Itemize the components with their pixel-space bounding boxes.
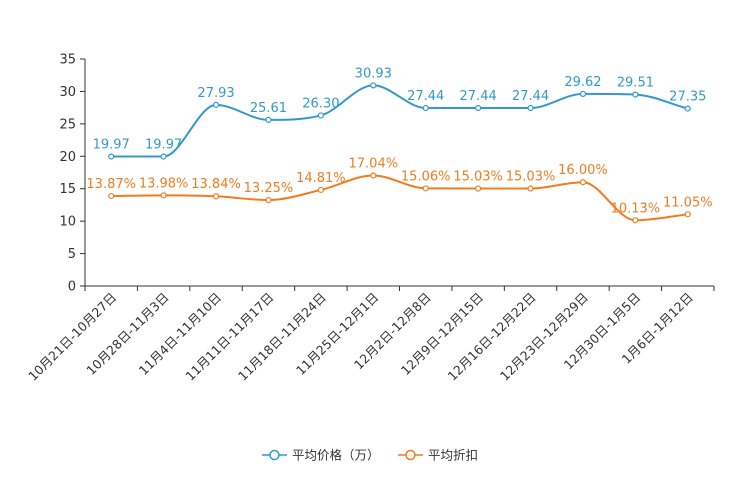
data-point <box>160 153 167 160</box>
y-tick-label: 10 <box>59 215 76 230</box>
y-tick-label: 30 <box>59 85 76 100</box>
x-tick-label: 10月21日-10月27日 <box>25 290 119 384</box>
data-label: 15.03% <box>506 170 556 185</box>
data-label: 15.03% <box>453 170 503 185</box>
data-label: 27.44 <box>407 89 444 104</box>
data-label: 13.25% <box>244 181 294 196</box>
data-label: 17.04% <box>349 156 399 171</box>
data-point <box>108 153 115 160</box>
legend-label: 平均折扣 <box>428 448 478 463</box>
data-point <box>632 91 639 98</box>
data-label: 27.44 <box>460 89 497 104</box>
data-label: 13.98% <box>139 176 189 191</box>
data-label: 19.97 <box>93 137 130 152</box>
data-point <box>317 112 324 119</box>
data-label: 10.13% <box>611 201 661 216</box>
legend-marker-icon <box>269 449 280 461</box>
data-point <box>160 192 167 199</box>
data-point <box>684 211 691 218</box>
data-label: 27.35 <box>669 90 706 105</box>
legend[interactable]: 平均价格（万） 平均折扣 <box>262 448 478 463</box>
legend-item-1[interactable]: 平均折扣 <box>398 448 478 463</box>
y-tick-label: 5 <box>68 247 76 262</box>
x-tick-label: 12月23日-12月29日 <box>497 290 591 384</box>
legend-label: 平均价格（万） <box>292 448 380 463</box>
data-point <box>579 90 587 97</box>
data-point <box>212 193 220 200</box>
data-label: 15.06% <box>401 169 451 184</box>
data-label: 14.81% <box>296 171 346 186</box>
axes-group: 0510152025303510月21日-10月27日10月28日-11月3日1… <box>25 53 715 384</box>
y-tick-label: 20 <box>59 150 76 165</box>
data-point <box>579 179 587 186</box>
data-label: 13.84% <box>191 177 241 192</box>
y-tick-label: 25 <box>59 117 76 132</box>
data-point <box>684 105 691 112</box>
data-point <box>527 185 534 192</box>
data-label: 16.00% <box>558 163 608 178</box>
data-label: 26.30 <box>302 96 339 111</box>
data-label: 30.93 <box>355 66 392 81</box>
data-point <box>422 104 429 112</box>
data-point <box>265 196 272 204</box>
data-label: 25.61 <box>250 101 287 116</box>
data-point <box>370 172 377 179</box>
data-point <box>370 82 377 89</box>
data-point <box>475 185 482 192</box>
series-group: 19.97 19.97 27.93 25.61 26.30 30.93 27.44 27.44… <box>86 66 713 224</box>
data-label: 29.51 <box>617 76 654 91</box>
data-point <box>475 104 482 112</box>
data-label: 29.62 <box>564 75 601 90</box>
data-label: 13.87% <box>86 177 136 192</box>
data-point <box>527 104 534 112</box>
data-label: 11.05% <box>663 195 713 210</box>
x-tick-label: 11月11日-11月17日 <box>182 290 276 384</box>
x-tick-label: 12月16日-12月22日 <box>445 290 539 384</box>
data-point <box>422 185 429 192</box>
x-tick-label: 11月18日-11月24日 <box>235 290 329 384</box>
series-line-1 <box>111 174 688 222</box>
data-label: 27.44 <box>512 89 549 104</box>
data-label: 19.97 <box>145 137 182 152</box>
legend-marker-icon <box>405 449 416 461</box>
y-tick-label: 15 <box>59 182 76 197</box>
y-tick-label: 0 <box>68 280 76 295</box>
legend-item-0[interactable]: 平均价格（万） <box>262 448 380 463</box>
data-point <box>108 192 115 200</box>
data-label: 27.93 <box>197 86 234 101</box>
data-point <box>212 101 220 108</box>
data-point <box>265 116 272 124</box>
y-tick-label: 35 <box>59 53 76 68</box>
data-point <box>632 217 639 224</box>
data-point <box>317 186 324 194</box>
